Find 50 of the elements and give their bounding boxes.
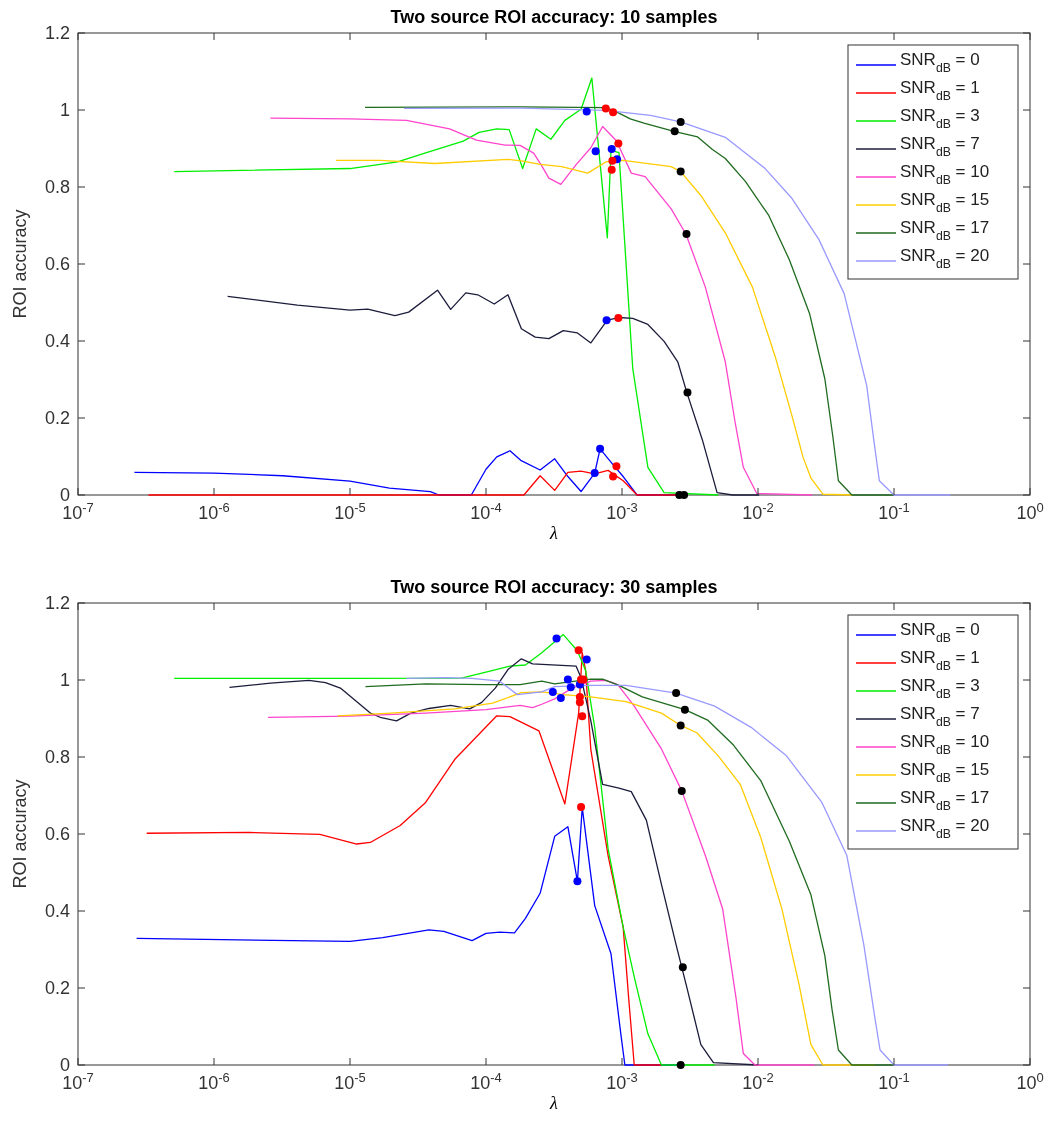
legend-label: SNR$_{dB}$ = 20 (900, 816, 990, 841)
x-tick-label: 10$^{-6}$ (198, 499, 230, 523)
y-tick-label: 0.2 (44, 408, 70, 428)
legend-label: SNR$_{dB}$ = 3 (900, 106, 980, 131)
legend-label: SNR$_{dB}$ = 0 (900, 620, 980, 645)
legend-label: SNR$_{dB}$ = 10 (900, 732, 990, 757)
legend-label: SNR$_{dB}$ = 7 (900, 704, 980, 729)
y-tick-label: 0.2 (44, 978, 70, 998)
legend-label: SNR$_{dB}$ = 1 (900, 648, 980, 673)
x-tick-label: 10$^{-3}$ (606, 499, 638, 523)
x-tick-label: 10$^{-4}$ (470, 499, 502, 523)
legend-label: SNR$_{dB}$ = 15 (900, 190, 990, 215)
chart-title: Two source ROI accuracy: 30 samples (390, 577, 718, 597)
x-tick-label: 10$^{-4}$ (470, 1069, 502, 1093)
legend-label: SNR$_{dB}$ = 20 (900, 246, 990, 271)
legend-label: SNR$_{dB}$ = 17 (900, 218, 990, 243)
x-tick-label: 10$^{0}$ (1016, 1069, 1044, 1093)
x-tick-label: 10$^{-1}$ (878, 1069, 910, 1093)
legend-label: SNR$_{dB}$ = 0 (900, 50, 980, 75)
y-tick-label: 0 (59, 485, 70, 505)
y-tick-label: 1.2 (44, 23, 70, 43)
y-tick-label: 1 (59, 100, 70, 120)
legend-label: SNR$_{dB}$ = 3 (900, 676, 980, 701)
legend-label: SNR$_{dB}$ = 10 (900, 162, 990, 187)
x-tick-label: 10$^{-5}$ (334, 499, 366, 523)
legend-label: SNR$_{dB}$ = 7 (900, 134, 980, 159)
y-axis-title: ROI accuracy (10, 209, 30, 319)
x-tick-label: 10$^{-2}$ (742, 1069, 774, 1093)
y-tick-label: 0.4 (44, 331, 70, 351)
legend-label: SNR$_{dB}$ = 1 (900, 78, 980, 103)
legend-label: SNR$_{dB}$ = 15 (900, 760, 990, 785)
y-tick-label: 1 (59, 670, 70, 690)
y-axis-title: ROI accuracy (10, 779, 30, 889)
x-tick-label: 10$^{-5}$ (334, 1069, 366, 1093)
legend-label: SNR$_{dB}$ = 17 (900, 788, 990, 813)
x-axis-title: λ (549, 1093, 559, 1113)
chart-title: Two source ROI accuracy: 10 samples (390, 7, 718, 27)
y-tick-label: 0.4 (44, 901, 70, 921)
y-tick-label: 1.2 (44, 593, 70, 613)
y-tick-label: 0.8 (44, 177, 70, 197)
x-tick-label: 10$^{-2}$ (742, 499, 774, 523)
x-tick-label: 10$^{-1}$ (878, 499, 910, 523)
x-tick-label: 10$^{-6}$ (198, 1069, 230, 1093)
x-tick-label: 10$^{-3}$ (606, 1069, 638, 1093)
y-tick-label: 0 (59, 1055, 70, 1075)
x-tick-label: 10$^{0}$ (1016, 499, 1044, 523)
y-tick-label: 0.6 (44, 824, 70, 844)
x-axis-title: λ (549, 523, 559, 543)
y-tick-label: 0.6 (44, 254, 70, 274)
y-tick-label: 0.8 (44, 747, 70, 767)
